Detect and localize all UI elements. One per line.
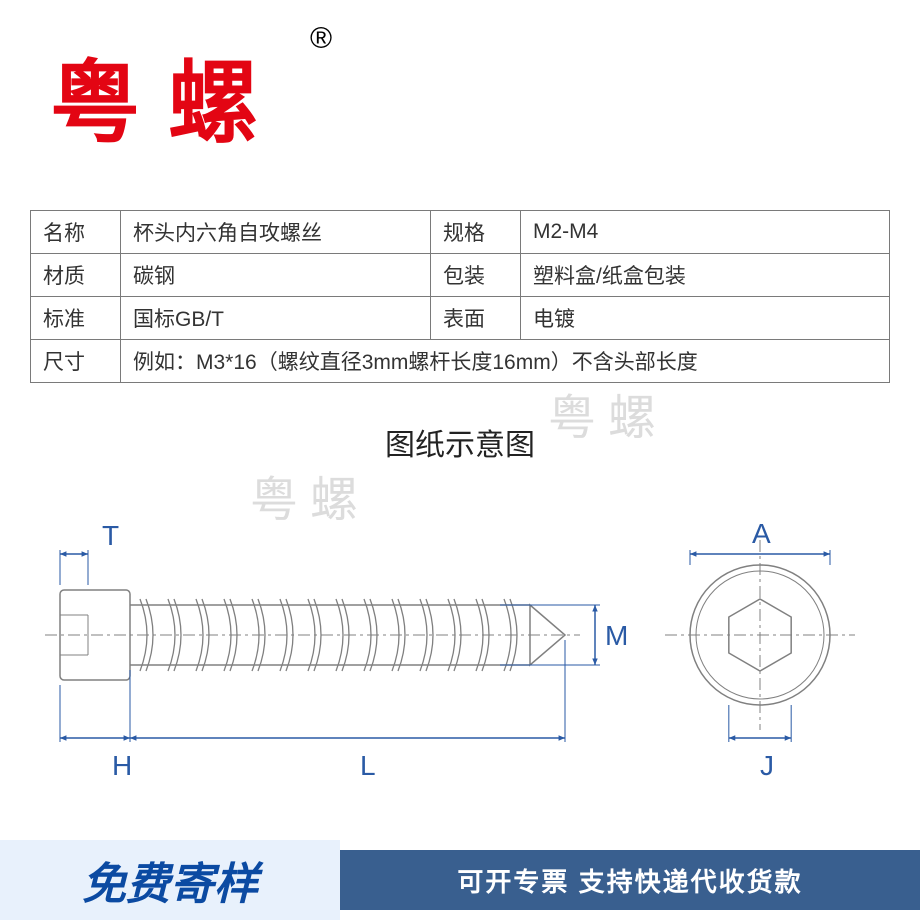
spec-table: 名称 杯头内六角自攻螺丝 规格 M2-M4 材质 碳钢 包装 塑料盒/纸盒包装 … (30, 210, 890, 383)
logo-text: 粤螺 (50, 55, 286, 154)
cell-label: 材质 (31, 254, 121, 297)
cell-value: 杯头内六角自攻螺丝 (121, 211, 431, 254)
cell-label: 表面 (431, 297, 521, 340)
table-row: 标准 国标GB/T 表面 电镀 (31, 297, 890, 340)
cell-value: 国标GB/T (121, 297, 431, 340)
table-row: 名称 杯头内六角自攻螺丝 规格 M2-M4 (31, 211, 890, 254)
cell-value: M2-M4 (521, 211, 890, 254)
dim-label-M: M (605, 620, 628, 652)
footer-left-panel: 免费寄样 (0, 840, 340, 920)
cell-value: 塑料盒/纸盒包装 (521, 254, 890, 297)
dim-label-H: H (112, 750, 132, 782)
footer-left-text: 免费寄样 (82, 848, 258, 912)
registered-icon: ® (310, 22, 332, 56)
dim-label-J: J (760, 750, 774, 782)
cell-value: 例如：M3*16（螺纹直径3mm螺杆长度16mm）不含头部长度 (121, 340, 890, 383)
footer-right-text: 可开专票 支持快递代收货款 (457, 862, 802, 899)
cell-label: 尺寸 (31, 340, 121, 383)
dim-label-T: T (102, 520, 119, 552)
footer-bar: 免费寄样 可开专票 支持快递代收货款 (0, 840, 920, 920)
brand-logo: 粤螺 ® (50, 30, 286, 160)
footer-right-panel: 可开专票 支持快递代收货款 (340, 850, 920, 910)
table-row: 尺寸 例如：M3*16（螺纹直径3mm螺杆长度16mm）不含头部长度 (31, 340, 890, 383)
cell-label: 规格 (431, 211, 521, 254)
cell-label: 包装 (431, 254, 521, 297)
table-row: 材质 碳钢 包装 塑料盒/纸盒包装 (31, 254, 890, 297)
cell-value: 碳钢 (121, 254, 431, 297)
screw-diagram: T H L M A J (40, 520, 890, 800)
cell-label: 名称 (31, 211, 121, 254)
dim-label-A: A (752, 518, 771, 550)
cell-value: 电镀 (521, 297, 890, 340)
diagram-title: 图纸示意图 (0, 420, 920, 464)
cell-label: 标准 (31, 297, 121, 340)
dim-label-L: L (360, 750, 376, 782)
